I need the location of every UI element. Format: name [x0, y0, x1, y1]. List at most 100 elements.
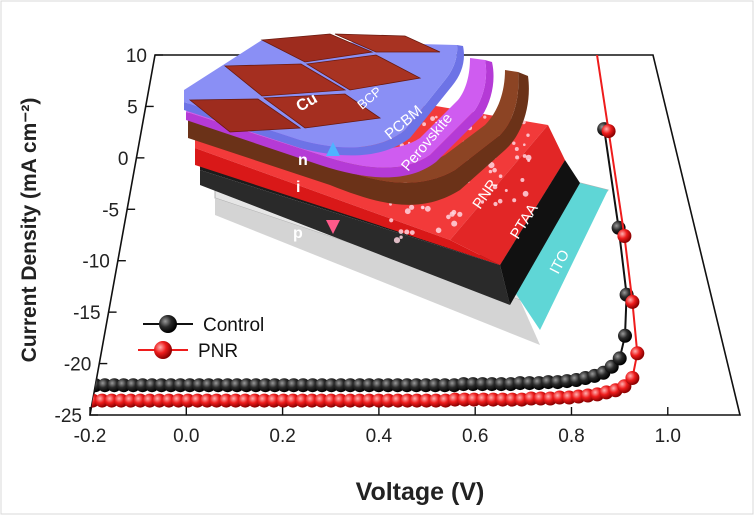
legend: Control PNR — [138, 315, 264, 362]
nanorod-particle — [525, 154, 532, 161]
data-point-pnr — [552, 390, 567, 405]
nanorod-particle — [492, 167, 497, 173]
nanorod-particle — [422, 122, 426, 127]
data-point-pnr — [429, 393, 443, 408]
cu-pad — [305, 54, 422, 91]
nanorod-particle — [498, 174, 503, 178]
band-arrow-up-icon — [326, 142, 340, 156]
data-point-pnr — [238, 393, 253, 408]
nanorod-particle — [404, 208, 411, 215]
data-point-pnr — [533, 391, 548, 406]
nanorod-particle — [399, 235, 403, 239]
data-point-pnr — [257, 393, 272, 408]
nanorod-particle — [492, 184, 498, 190]
data-point-pnr — [142, 393, 157, 408]
y-tick-label: -10 — [82, 252, 109, 273]
x-tick-label: 0.2 — [269, 426, 295, 447]
nanorod-particle — [480, 200, 485, 204]
data-point-pnr — [630, 346, 645, 361]
nanorod-particle — [514, 147, 519, 151]
nanorod-particle — [435, 227, 442, 234]
nanorod-particle — [446, 214, 451, 220]
nanorod-particle — [526, 133, 530, 137]
y-tick-label: -20 — [64, 355, 91, 376]
x-axis-ticks: -0.2 0.0 0.2 0.4 0.6 0.8 1.0 — [74, 407, 681, 447]
data-point-pnr — [448, 392, 462, 407]
cu-pad — [260, 33, 374, 63]
cu-pad — [223, 63, 347, 97]
data-point-pnr — [625, 371, 640, 385]
ptaa-layer-face — [500, 160, 580, 305]
nanorod-particle — [522, 190, 529, 197]
nanorod-particle — [435, 115, 438, 119]
nanorod-particle — [449, 211, 455, 217]
nanorod-particle — [504, 189, 508, 192]
y-tick-label: -5 — [102, 200, 119, 221]
band-label-n: n — [298, 152, 308, 169]
nanorod-particle — [430, 116, 435, 121]
perovskite-layer — [188, 72, 529, 205]
x-tick-label: -0.2 — [74, 426, 107, 447]
nanorod-particle — [493, 201, 498, 207]
device-stack-inset: Cu BCP PCBM Perovskite PNR PTAA ITO n i … — [184, 33, 609, 345]
nanorod-particle — [424, 205, 431, 212]
data-series — [90, 55, 645, 408]
data-point-pnr — [333, 393, 348, 408]
data-point-pnr — [601, 124, 616, 139]
y-tick-label: -25 — [55, 406, 82, 427]
nanorod-particle — [409, 230, 415, 236]
data-point-pnr — [617, 229, 632, 243]
legend-label-control: Control — [203, 315, 264, 336]
ito-layer-edge — [215, 198, 540, 345]
data-point-pnr — [362, 393, 377, 408]
y-tick-label: 0 — [118, 149, 129, 170]
x-axis-title: Voltage (V) — [356, 478, 485, 506]
nanorod-particle — [404, 229, 410, 235]
x-tick-label: 1.0 — [655, 426, 681, 447]
nanorod-particle — [409, 204, 415, 210]
nanorod-particle — [483, 115, 487, 119]
pnr-layer-face — [450, 125, 565, 265]
y-tick-label: -15 — [73, 303, 100, 324]
nanorod-particle — [398, 229, 404, 235]
legend-label-pnr: PNR — [198, 341, 238, 362]
data-point-pnr — [190, 393, 205, 408]
x-tick-label: 0.4 — [366, 426, 393, 447]
y-axis-title: Current Density (mA cm⁻²) — [18, 98, 41, 363]
y-tick-label: 5 — [127, 97, 138, 118]
nanorod-particle — [393, 237, 401, 244]
nanorod-particle — [389, 202, 392, 206]
data-point-pnr — [409, 393, 424, 408]
nanorod-particle — [488, 162, 495, 169]
data-point-pnr — [114, 393, 129, 408]
nanorod-particle — [457, 211, 463, 217]
y-tick-label: 10 — [126, 46, 147, 67]
legend-marker-control — [159, 315, 177, 333]
nanorod-particle — [515, 155, 520, 160]
cu-pad — [262, 93, 382, 129]
data-point-control — [612, 351, 627, 366]
x-tick-label: 0.6 — [462, 426, 488, 447]
pnr-layer-side — [195, 148, 500, 265]
nanorod-particle — [520, 178, 525, 182]
nanorod-particle — [497, 198, 503, 204]
ptaa-layer-side — [200, 170, 510, 305]
data-point-pnr — [285, 393, 300, 408]
legend-marker-pnr — [154, 341, 172, 359]
data-point-pnr — [314, 393, 329, 408]
nanorod-particle — [522, 154, 527, 158]
nanorod-particle — [488, 169, 493, 174]
data-point-pnr — [209, 393, 224, 408]
band-label-i: i — [296, 179, 300, 196]
band-arrow-down-icon — [326, 220, 340, 234]
data-point-control — [618, 328, 632, 343]
nanorod-particle — [512, 141, 516, 145]
nanorod-particle — [527, 159, 531, 162]
nanorod-particle — [420, 205, 425, 210]
data-point-pnr — [95, 393, 110, 408]
ito-layer-face — [510, 183, 608, 330]
nanorod-particle — [523, 143, 526, 146]
x-tick-label: 0.8 — [558, 426, 584, 447]
nanorod-particle — [389, 218, 394, 223]
